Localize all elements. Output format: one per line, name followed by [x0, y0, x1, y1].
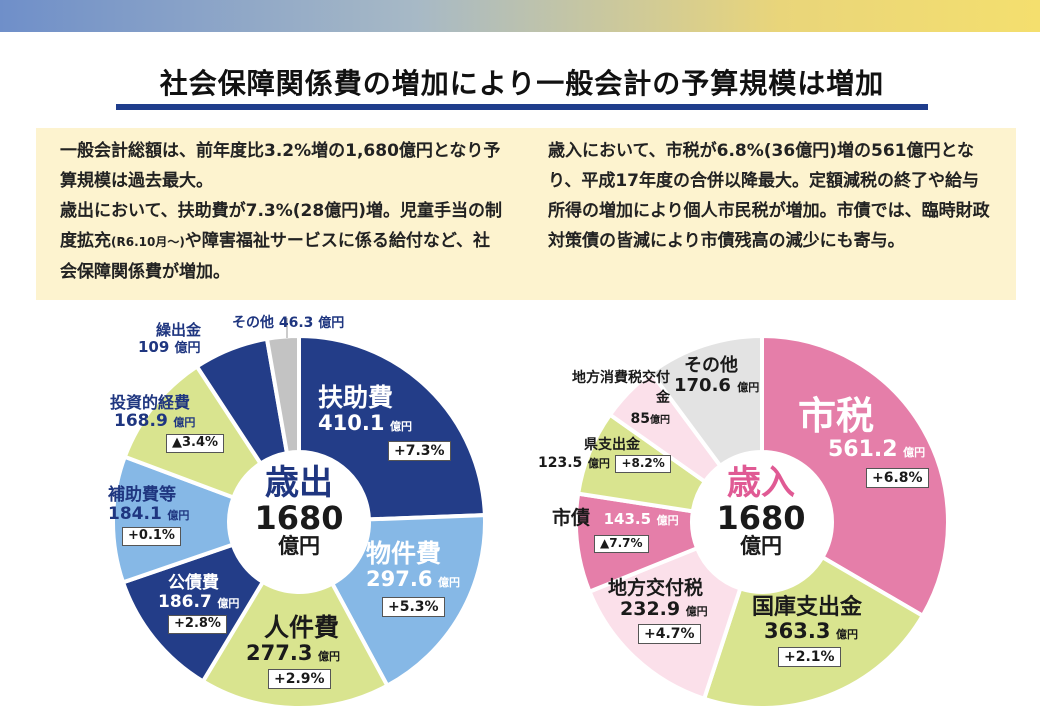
slice-value: 184.1	[108, 503, 162, 524]
slice-unit: 億円	[318, 649, 341, 663]
expenditure-donut	[111, 333, 487, 710]
slice-label-sonota-exp: その他 46.3 億円	[232, 315, 345, 331]
slice-change: ▲3.4%	[166, 434, 225, 454]
slice-label-fujohi: 扶助費 410.1 億円 +7.3%	[318, 384, 451, 461]
slice-unit: 億円	[318, 316, 345, 331]
slice-label-sonota-rev: その他 170.6 億円	[674, 356, 759, 396]
slice-change: +0.1%	[122, 527, 181, 547]
slice-change: +7.3%	[388, 440, 451, 461]
slice-value: 297.6	[366, 566, 433, 591]
slice-change: +5.3%	[382, 596, 445, 617]
slice-name: その他	[684, 355, 738, 376]
slice-name: 国庫支出金	[752, 595, 863, 620]
slice-change: +2.9%	[268, 668, 331, 689]
slice-name: 繰出金	[156, 321, 202, 339]
slice-name: 市税	[798, 394, 875, 438]
slice-label-bukkenhi: 物件費 297.6 億円 +5.3%	[366, 540, 460, 617]
slice-label-chihoshohi: 地方消費税交付金 85億円	[560, 368, 670, 429]
slice-unit: 億円	[685, 604, 708, 618]
slice-unit: 億円	[217, 596, 240, 610]
revenue-donut	[574, 333, 950, 710]
slice-value: 109	[138, 337, 170, 356]
slice-name: 県支出金	[584, 437, 640, 453]
slice-change: +6.8%	[866, 467, 929, 489]
slice-name: その他	[232, 315, 274, 331]
slice-name: 人件費	[264, 613, 340, 642]
slice-unit: 億円	[903, 445, 926, 459]
slice-name: 扶助費	[318, 383, 394, 412]
slice-unit: 億円	[836, 628, 859, 642]
slice-change: +2.1%	[778, 647, 841, 668]
summary-right-p1: 歳入において、市税が6.8%(36億円)増の561億円となり、平成17年度の合併…	[548, 141, 990, 251]
revenue-center-value: 1680	[716, 498, 806, 537]
slice-name: 公債費	[168, 573, 219, 593]
summary-panel	[36, 128, 1016, 300]
summary-left: 一般会計総額は、前年度比3.2%増の1,680億円となり予算規模は過去最大。 歳…	[60, 136, 505, 287]
slice-label-kofuzei: 地方交付税 232.9 億円 +4.7%	[608, 578, 708, 644]
revenue-center-label: 歳入	[727, 463, 795, 503]
slice-value: 410.1	[318, 410, 385, 435]
slice-value: 363.3	[764, 619, 831, 644]
slice-value: 561.2	[828, 436, 898, 462]
slice-label-hojohi: 補助費等 184.1 億円 +0.1%	[108, 485, 190, 547]
title-underline	[116, 104, 928, 110]
summary-left-p2a: 歳出において、扶助費が7.3%(28億円)増。児童手当の制度拡充	[60, 201, 502, 251]
top-gradient-band	[0, 0, 1040, 32]
slice-value: 232.9	[620, 597, 681, 620]
slice-value: 123.5	[538, 455, 583, 472]
slice-unit: 億円	[167, 508, 190, 522]
slice-value: 143.5	[603, 510, 652, 528]
slice-unit: 億円	[587, 457, 610, 471]
expenditure-center: 歳出 1680 億円	[249, 463, 349, 559]
slice-value: 85	[630, 410, 650, 427]
slice-label-shizei: 市税 561.2 億円 +6.8%	[798, 394, 929, 489]
slice-change: +8.2%	[615, 455, 671, 474]
summary-left-p2b: や障害福祉サービスに係る給付など、社会保障関係費が増加。	[60, 231, 490, 282]
slice-value: 186.7	[158, 591, 212, 612]
slice-label-shisai: 市債 143.5 億円 ▲7.7%	[552, 508, 679, 553]
expenditure-center-value: 1680	[254, 498, 344, 537]
page-title: 社会保障関係費の増加により一般会計の予算規模は増加	[159, 67, 885, 100]
revenue-center: 歳入 1680 億円	[711, 463, 811, 559]
summary-left-p2-small: (R6.10月～)	[111, 235, 185, 249]
slice-label-kuridashi: 繰出金 109 億円	[138, 322, 201, 356]
slice-label-kokko: 国庫支出金 363.3 億円 +2.1%	[752, 595, 863, 668]
slice-name: 投資的経費	[110, 393, 191, 412]
slice-name: 地方消費税交付金	[572, 370, 670, 407]
revenue-hole	[692, 452, 832, 592]
slice-change: +4.7%	[638, 623, 701, 644]
slice-unit: 億円	[650, 414, 670, 426]
slice-unit: 億円	[174, 340, 201, 356]
expenditure-center-unit: 億円	[278, 534, 320, 559]
slice-unit: 億円	[390, 419, 413, 433]
summary-left-p2: 歳出において、扶助費が7.3%(28億円)増。児童手当の制度拡充(R6.10月～…	[60, 196, 505, 287]
summary-right: 歳入において、市税が6.8%(36億円)増の561億円となり、平成17年度の合併…	[548, 136, 993, 256]
slice-unit: 億円	[737, 380, 760, 394]
slice-label-toshiteki: 投資的経費 168.9 億円 ▲3.4%	[110, 393, 225, 454]
slice-label-jinkenhi: 人件費 277.3 億円 +2.9%	[246, 614, 340, 689]
slice-unit: 億円	[173, 415, 196, 429]
expenditure-center-label: 歳出	[265, 463, 333, 503]
slice-unit: 億円	[438, 575, 461, 589]
slice-value: 170.6	[674, 374, 731, 396]
slice-change: +2.8%	[168, 615, 227, 635]
slice-unit: 億円	[656, 514, 679, 527]
revenue-center-unit: 億円	[740, 534, 782, 559]
slice-name: 物件費	[366, 539, 442, 568]
slice-name: 地方交付税	[608, 577, 704, 599]
summary-left-p1: 一般会計総額は、前年度比3.2%増の1,680億円となり予算規模は過去最大。	[60, 141, 501, 191]
slice-value: 277.3	[246, 640, 313, 665]
slice-name: 補助費等	[108, 485, 176, 505]
slice-label-kenshishutsu: 県支出金 123.5 億円 +8.2%	[538, 437, 671, 474]
expenditure-hole	[229, 452, 369, 592]
slice-name: 市債	[552, 507, 591, 529]
slice-change: ▲7.7%	[594, 534, 649, 553]
slice-label-kosaihi: 公債費 186.7 億円 +2.8%	[158, 573, 240, 635]
slice-value: 168.9	[114, 410, 168, 431]
slice-value: 46.3	[278, 315, 314, 331]
